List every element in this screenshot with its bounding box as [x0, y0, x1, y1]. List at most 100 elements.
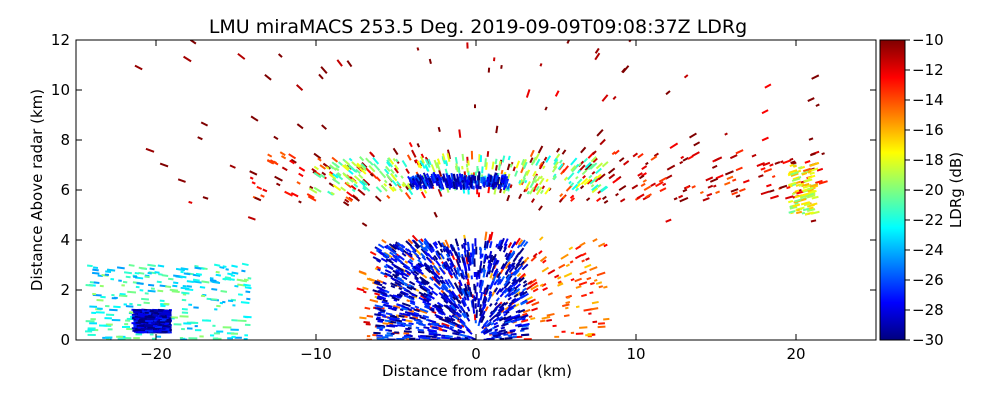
- ldr-gate-mark: [394, 148, 398, 154]
- ldr-gate-mark: [810, 163, 818, 166]
- ldr-gate-mark: [337, 60, 342, 66]
- ldr-gate-mark: [428, 324, 431, 325]
- ldr-gate-mark: [762, 110, 768, 113]
- ldr-gate-mark: [400, 189, 403, 192]
- ldr-gate-mark: [195, 268, 202, 269]
- ldr-gate-mark: [522, 264, 527, 269]
- ldr-gate-mark: [425, 190, 427, 193]
- ldr-gate-mark: [376, 196, 381, 201]
- ldr-gate-mark: [377, 328, 384, 329]
- ldr-gate-mark: [593, 239, 597, 241]
- ldr-gate-mark: [157, 291, 163, 292]
- ldr-gate-mark: [783, 160, 791, 163]
- ldr-gate-mark: [613, 178, 620, 183]
- ldr-gate-mark: [769, 190, 774, 192]
- ldr-gate-mark: [513, 167, 514, 171]
- ldr-gate-mark: [482, 280, 483, 286]
- ldr-gate-mark: [428, 164, 429, 167]
- ldr-gate-mark: [543, 260, 546, 263]
- ldr-gate-mark: [378, 313, 381, 314]
- ldr-gate-mark: [502, 276, 504, 279]
- ldr-gate-mark: [406, 193, 411, 199]
- ldr-gate-mark: [633, 153, 637, 156]
- ldr-gate-mark: [579, 327, 587, 328]
- ldr-gate-mark: [86, 285, 93, 286]
- ldr-gate-mark: [180, 276, 187, 277]
- ldr-gate-mark: [596, 163, 602, 168]
- ldr-gate-mark: [297, 182, 300, 184]
- ldr-gate-mark: [517, 284, 521, 287]
- ldr-gate-mark: [493, 335, 501, 336]
- ldr-gate-mark: [558, 281, 561, 282]
- ldr-gate-mark: [332, 162, 338, 167]
- ldr-gate-mark: [666, 91, 670, 94]
- ldr-gate-mark: [566, 264, 569, 266]
- ldr-gate-mark: [496, 244, 497, 248]
- ldr-gate-mark: [542, 268, 548, 272]
- ldr-gate-mark: [478, 298, 479, 307]
- x-tick-label: 20: [786, 345, 805, 363]
- ldr-gate-mark: [87, 265, 93, 266]
- ldr-gate-mark: [388, 266, 394, 269]
- ldr-gate-mark: [490, 273, 492, 278]
- ldr-gate-mark: [523, 284, 527, 287]
- ldr-gate-mark: [181, 288, 190, 289]
- ldr-gate-mark: [663, 184, 666, 186]
- ldr-gate-mark: [560, 194, 562, 197]
- ldr-gate-mark: [548, 270, 555, 274]
- ldr-region: [131, 310, 171, 333]
- ldr-gate-mark: [366, 168, 371, 173]
- ldr-gate-mark: [560, 160, 562, 163]
- ldr-gate-mark: [418, 165, 419, 168]
- ldr-gate-mark: [463, 183, 464, 189]
- ldr-gate-mark: [515, 171, 517, 177]
- ldr-gate-mark: [227, 274, 232, 275]
- ldr-gate-mark: [582, 170, 586, 174]
- ldr-gate-mark: [389, 184, 391, 187]
- ldr-gate-mark: [245, 287, 252, 288]
- ldr-gate-mark: [732, 192, 738, 194]
- ldr-gate-mark: [411, 308, 415, 309]
- ldr-gate-mark: [539, 251, 542, 254]
- ldr-gate-mark: [457, 176, 458, 184]
- ldr-gate-mark: [595, 53, 599, 59]
- ldr-gate-mark: [502, 184, 503, 187]
- ldr-gate-mark: [584, 265, 591, 268]
- ldr-gate-mark: [466, 276, 467, 280]
- ldr-gate-mark: [135, 273, 140, 274]
- ldr-gate-mark: [736, 168, 742, 171]
- ldr-gate-mark: [736, 195, 740, 196]
- ldr-gate-mark: [385, 270, 391, 273]
- ldr-gate-mark: [459, 310, 462, 313]
- ldr-gate-mark: [409, 282, 414, 285]
- ldr-gate-mark: [580, 243, 585, 246]
- ldr-gate-mark: [540, 63, 541, 66]
- ldr-gate-mark: [786, 187, 790, 188]
- ldr-gate-mark: [373, 158, 378, 164]
- ldr-gate-mark: [318, 158, 321, 160]
- ldr-gate-mark: [349, 158, 351, 160]
- ldr-gate-mark: [216, 272, 220, 273]
- ldr-gate-mark: [403, 325, 412, 326]
- ldr-gate-mark: [289, 154, 296, 158]
- ldr-gate-mark: [512, 321, 516, 322]
- colorbar-tick-label: −12: [912, 61, 944, 79]
- ldr-gate-mark: [129, 265, 135, 266]
- ldr-gate-mark: [384, 266, 387, 267]
- ldr-gate-mark: [642, 166, 647, 169]
- ldr-gate-mark: [160, 164, 168, 167]
- y-axis-label: Distance Above radar (km): [28, 89, 46, 291]
- ldr-gate-mark: [681, 157, 684, 159]
- ldr-gate-mark: [345, 161, 349, 164]
- ldr-gate-mark: [485, 241, 486, 248]
- ldr-gate-mark: [683, 190, 687, 192]
- ldr-gate-mark: [383, 316, 387, 317]
- ldr-gate-mark: [481, 292, 482, 300]
- ldr-gate-mark: [581, 186, 584, 189]
- ldr-gate-mark: [540, 178, 544, 184]
- ldr-gate-mark: [660, 188, 666, 191]
- ldr-gate-mark: [516, 161, 519, 168]
- ldr-gate-mark: [228, 301, 233, 302]
- ldr-gate-mark: [189, 202, 193, 203]
- ldr-gate-mark: [524, 281, 527, 283]
